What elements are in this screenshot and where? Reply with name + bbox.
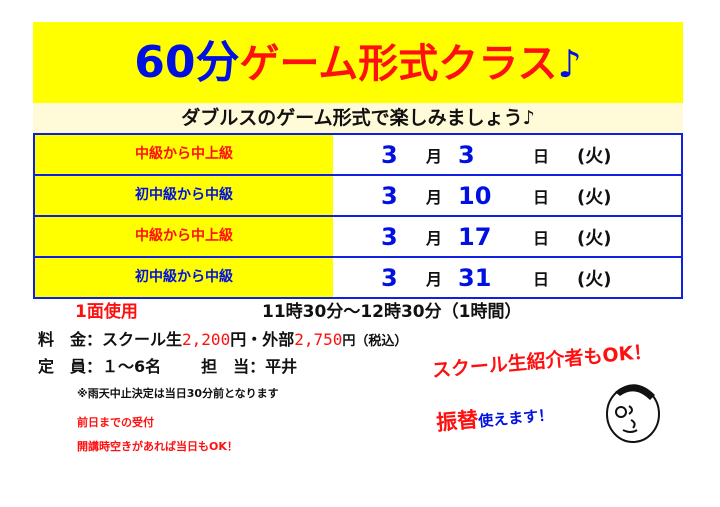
level-label: 初中級から中級 [35, 176, 333, 215]
day: 17 [458, 222, 492, 251]
title-duration: 60分 [134, 37, 240, 88]
date-cell: 3 月 31 日 (火) [333, 258, 681, 297]
weekday: (火) [577, 268, 612, 290]
weekday: (火) [577, 227, 612, 249]
schedule-table: 中級から中上級 3 月 3 日 (火) 初中級から中級 3 月 10 日 (火)… [33, 133, 683, 299]
cartoon-face-icon [606, 384, 660, 443]
month: 3 [381, 181, 398, 210]
promo-use: 使えます！ [477, 405, 554, 431]
date-cell: 3 月 3 日 (火) [333, 135, 681, 174]
fee-text-2: 円（税込） [342, 334, 408, 349]
courts: 1面使用 [75, 302, 138, 322]
schedule-row: 初中級から中級 3 月 31 日 (火) [35, 258, 681, 299]
day: 31 [458, 263, 492, 292]
day-unit: 日 [533, 269, 550, 289]
fee-outside-price: 2,750 [294, 330, 343, 349]
music-note-icon: ♪ [557, 42, 582, 86]
subtitle: ダブルスのゲーム形式で楽しみましょう♪ [33, 103, 683, 133]
month: 3 [381, 263, 398, 292]
date-cell: 3 月 17 日 (火) [333, 217, 681, 256]
fee-label: 料 金： [38, 330, 103, 349]
month-unit: 月 [426, 146, 443, 166]
promo-line-2: 振替使えます！ [435, 397, 554, 437]
level-label: 中級から中上級 [35, 217, 333, 256]
capacity-value: １〜6名 [102, 357, 162, 376]
fee-text: 円・外部 [230, 330, 295, 349]
fee-line: 料 金：スクール生2,200円・外部2,750円（税込） [38, 326, 407, 350]
title-banner: 60分ゲーム形式クラス♪ [33, 22, 683, 103]
reception-1: 前日までの受付 [77, 416, 154, 429]
day: 3 [458, 140, 475, 169]
schedule-row: 中級から中上級 3 月 17 日 (火) [35, 217, 681, 258]
level-label: 中級から中上級 [35, 135, 333, 174]
day-unit: 日 [533, 228, 550, 248]
fee-school-price: 2,200 [182, 330, 231, 349]
month-unit: 月 [426, 187, 443, 207]
month: 3 [381, 140, 398, 169]
month: 3 [381, 222, 398, 251]
schedule-row: 中級から中上級 3 月 3 日 (火) [35, 135, 681, 176]
day: 10 [458, 181, 492, 210]
capacity-label: 定 員： [38, 357, 103, 376]
reception-2: 開講時空きがあれば当日もOK！ [77, 440, 238, 453]
capacity-line: 定 員：１〜6名 担 当：平井 [38, 353, 297, 377]
fee-school-label: スクール生 [102, 330, 183, 349]
title-class: ゲーム形式クラス [239, 41, 558, 87]
month-unit: 月 [426, 228, 443, 248]
day-unit: 日 [533, 187, 550, 207]
weekday: (火) [577, 145, 612, 167]
staff-name: 平井 [265, 357, 298, 376]
schedule-row: 初中級から中級 3 月 10 日 (火) [35, 176, 681, 217]
weekday: (火) [577, 186, 612, 208]
promo-furikae: 振替 [435, 407, 480, 436]
level-label: 初中級から中級 [35, 258, 333, 297]
date-cell: 3 月 10 日 (火) [333, 176, 681, 215]
day-unit: 日 [533, 146, 550, 166]
staff-label: 担 当： [201, 357, 266, 376]
time: 11時30分〜12時30分（1時間） [262, 302, 522, 322]
month-unit: 月 [426, 269, 443, 289]
rain-note: ※雨天中止決定は当日30分前となります [77, 387, 279, 400]
